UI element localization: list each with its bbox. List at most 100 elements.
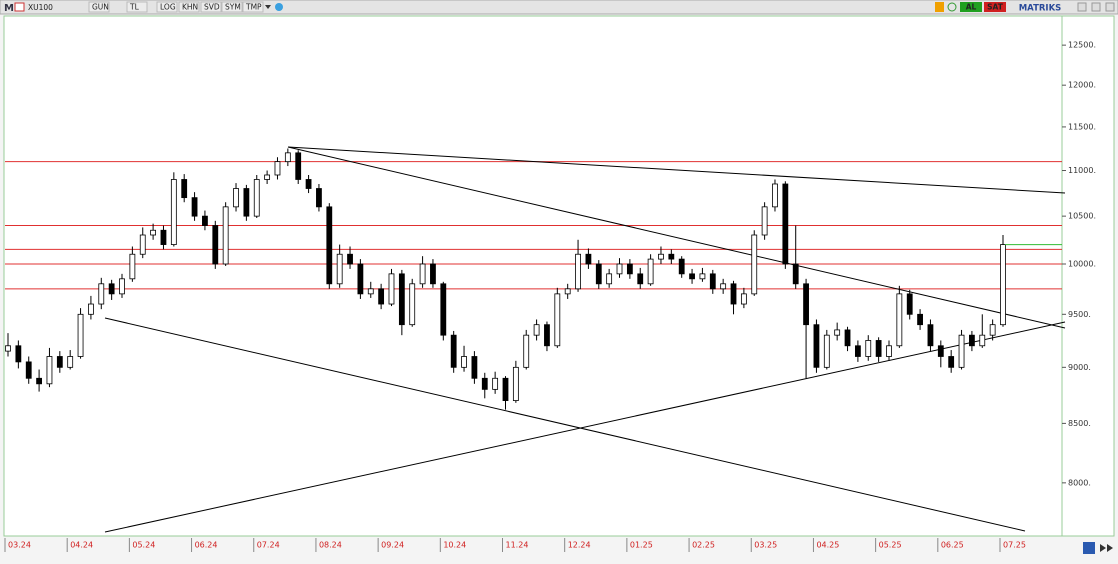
toolbar-button-label[interactable]: SYM — [225, 3, 241, 12]
toolbar-button-label[interactable]: KHN — [182, 3, 198, 12]
x-tick-label: 02.25 — [692, 541, 715, 550]
candle-body — [139, 234, 146, 255]
toolbar-button[interactable] — [88, 1, 110, 13]
toolbar-button[interactable] — [200, 1, 222, 13]
x-tick-label: 05.25 — [879, 541, 902, 550]
x-tick-label: 07.24 — [257, 541, 280, 550]
restore-button[interactable] — [1091, 2, 1101, 12]
candle-body — [284, 152, 291, 163]
candle-body — [689, 273, 695, 280]
candle-body — [699, 273, 706, 280]
candle-body — [969, 334, 975, 347]
candle-body — [430, 263, 436, 285]
y-tick-label: 9500. — [1068, 310, 1091, 319]
candle-body — [875, 340, 882, 357]
toolbar-button-label[interactable]: GUN — [92, 3, 109, 12]
toolbar-button[interactable] — [221, 1, 243, 13]
y-tick-label: 9000. — [1068, 363, 1091, 372]
x-tick-label: 03.25 — [754, 541, 777, 550]
buy-label[interactable]: AL — [966, 3, 977, 12]
minimize-button[interactable] — [1077, 2, 1087, 12]
x-tick-label: 06.24 — [195, 541, 218, 550]
candle-body — [896, 293, 903, 347]
scroll-button[interactable] — [1100, 544, 1113, 552]
candle-body — [160, 229, 167, 245]
alert-icon[interactable] — [935, 2, 944, 12]
candle-body — [15, 345, 22, 363]
toolbar-button-label[interactable]: TMP — [245, 3, 262, 12]
sell-button[interactable] — [984, 2, 1006, 12]
twitter-icon[interactable] — [275, 3, 283, 11]
toolbar-button-label[interactable]: SVD — [204, 3, 220, 12]
buy-button[interactable] — [960, 2, 982, 12]
candle-body — [1000, 244, 1006, 326]
candle-body — [492, 377, 499, 390]
candle-body — [906, 293, 913, 315]
candle-body — [191, 197, 198, 217]
candle-body — [834, 329, 841, 336]
candle-body — [823, 334, 830, 368]
close-button[interactable] — [1105, 2, 1115, 12]
candle-body — [274, 161, 281, 176]
candle-body — [637, 273, 644, 285]
toolbar-button-label[interactable]: LOG — [160, 3, 176, 12]
toolbar-button[interactable] — [178, 1, 200, 13]
toolbar-button[interactable] — [126, 1, 148, 13]
candle-body — [782, 183, 789, 265]
x-tick-label: 10.24 — [443, 541, 466, 550]
symbol-icon[interactable] — [14, 2, 25, 12]
candle-body — [761, 206, 768, 236]
y-tick-label: 11000. — [1068, 166, 1096, 175]
candle-body — [119, 278, 125, 295]
toolbar-button[interactable] — [242, 1, 264, 13]
candle-body — [647, 258, 654, 285]
candle-body — [626, 263, 633, 275]
candle-body — [450, 334, 457, 368]
candle-body — [564, 288, 571, 295]
candle-body — [502, 377, 509, 401]
candle-body — [316, 188, 322, 208]
dropdown[interactable] — [265, 5, 271, 9]
tool-icon[interactable] — [1083, 542, 1095, 554]
candle-body — [523, 334, 530, 368]
candle-body — [212, 225, 219, 265]
candle-body — [886, 345, 892, 357]
candle-body — [989, 324, 996, 336]
toolbar-button-label[interactable]: TL — [129, 3, 140, 12]
candle-body — [471, 356, 478, 379]
candle-body — [668, 253, 675, 260]
symbol[interactable]: XU100 — [28, 3, 53, 12]
x-tick-label: 04.24 — [70, 541, 93, 550]
trend-line — [104, 317, 1026, 532]
candle-body — [367, 288, 374, 295]
candle-body — [720, 283, 727, 290]
candle-body — [378, 288, 385, 305]
candle-body — [108, 283, 115, 295]
candle-body — [243, 188, 250, 217]
candle-body — [927, 324, 934, 347]
candle-body — [398, 273, 405, 326]
candle-body — [440, 283, 447, 336]
candle-body — [233, 188, 239, 208]
candle-body — [772, 183, 778, 208]
sell-label[interactable]: SAT — [987, 3, 1004, 12]
candle-body — [357, 263, 364, 295]
candle-body — [595, 263, 602, 285]
candle-body — [554, 293, 561, 347]
toolbar-button[interactable] — [156, 1, 178, 13]
candle-body — [751, 234, 758, 295]
y-tick-label: 10000. — [1068, 259, 1096, 268]
logo: M — [4, 3, 14, 14]
x-tick-label: 11.24 — [506, 541, 529, 550]
candle-body — [67, 356, 74, 368]
refresh-icon[interactable] — [947, 2, 957, 12]
x-tick-label: 04.25 — [816, 541, 839, 550]
candle-body — [461, 356, 467, 368]
candle-body — [575, 253, 581, 290]
trend-line — [287, 146, 1066, 329]
candle-body — [917, 313, 923, 326]
candle-body — [409, 283, 416, 326]
candle-body — [5, 345, 11, 352]
candle-body — [25, 361, 32, 379]
candle-body — [792, 263, 799, 285]
